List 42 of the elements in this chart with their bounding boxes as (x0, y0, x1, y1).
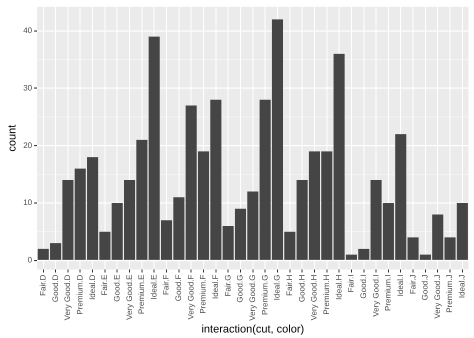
x-tick-label: Good.H (297, 274, 306, 302)
x-tick-label: Very Good.E (124, 274, 134, 320)
y-axis-title: count (6, 124, 19, 152)
x-tick-label: Ideal.E (149, 274, 158, 300)
x-tick-label: Very Good.I (371, 274, 380, 317)
x-tick-label: Premium.E (137, 274, 146, 314)
y-tick-label: 10 (23, 198, 33, 208)
x-tick-label: Fair.D (38, 274, 48, 296)
x-tick-label: Good.G (236, 274, 245, 303)
y-tick-label: 0 (28, 256, 33, 265)
x-tick-label: Ideal.D (88, 274, 97, 300)
x-tick-label: Very Good.H (310, 274, 319, 320)
x-tick-label: Good.I (358, 274, 368, 299)
x-tick-label: Premium.D (75, 274, 84, 315)
x-tick-label: Premium.I (384, 274, 393, 312)
x-tick-label: Fair.F (162, 274, 171, 296)
x-tick-label: Fair.E (100, 274, 110, 296)
x-tick-label: Ideal.J (458, 274, 467, 298)
x-axis-title: interaction(cut, color) (201, 323, 304, 336)
x-tick-label: Fair.J (408, 274, 418, 294)
y-tick-label: 20 (23, 140, 33, 150)
x-tick-label: Good.E (112, 274, 122, 302)
x-tick-label: Very Good.G (248, 274, 258, 321)
x-tick-label: Premium.J (445, 274, 454, 313)
x-tick-label: Good.F (174, 274, 184, 302)
x-tick-label: Very Good.F (186, 274, 196, 320)
x-tick-label: Fair.G (223, 274, 232, 296)
x-tick-label: Good.D (50, 274, 60, 302)
y-tick-label: 30 (23, 83, 33, 92)
x-tick-label: Very Good.D (63, 274, 72, 320)
x-tick-label: Ideal.I (396, 274, 405, 296)
x-tick-label: Ideal.G (272, 274, 282, 300)
x-tick-label: Ideal.H (334, 274, 344, 300)
x-tick-label: Good.J (420, 274, 430, 300)
x-tick-label: Very Good.J (432, 274, 442, 319)
x-tick-label: Ideal.F (211, 274, 220, 300)
x-tick-label: Fair.I (346, 274, 356, 292)
x-tick-label: Premium.G (260, 274, 270, 316)
x-tick-label: Premium.H (322, 274, 331, 315)
x-tick-label: Premium.F (198, 274, 208, 314)
x-tick-label: Fair.H (285, 274, 294, 296)
y-tick-label: 40 (23, 26, 33, 36)
